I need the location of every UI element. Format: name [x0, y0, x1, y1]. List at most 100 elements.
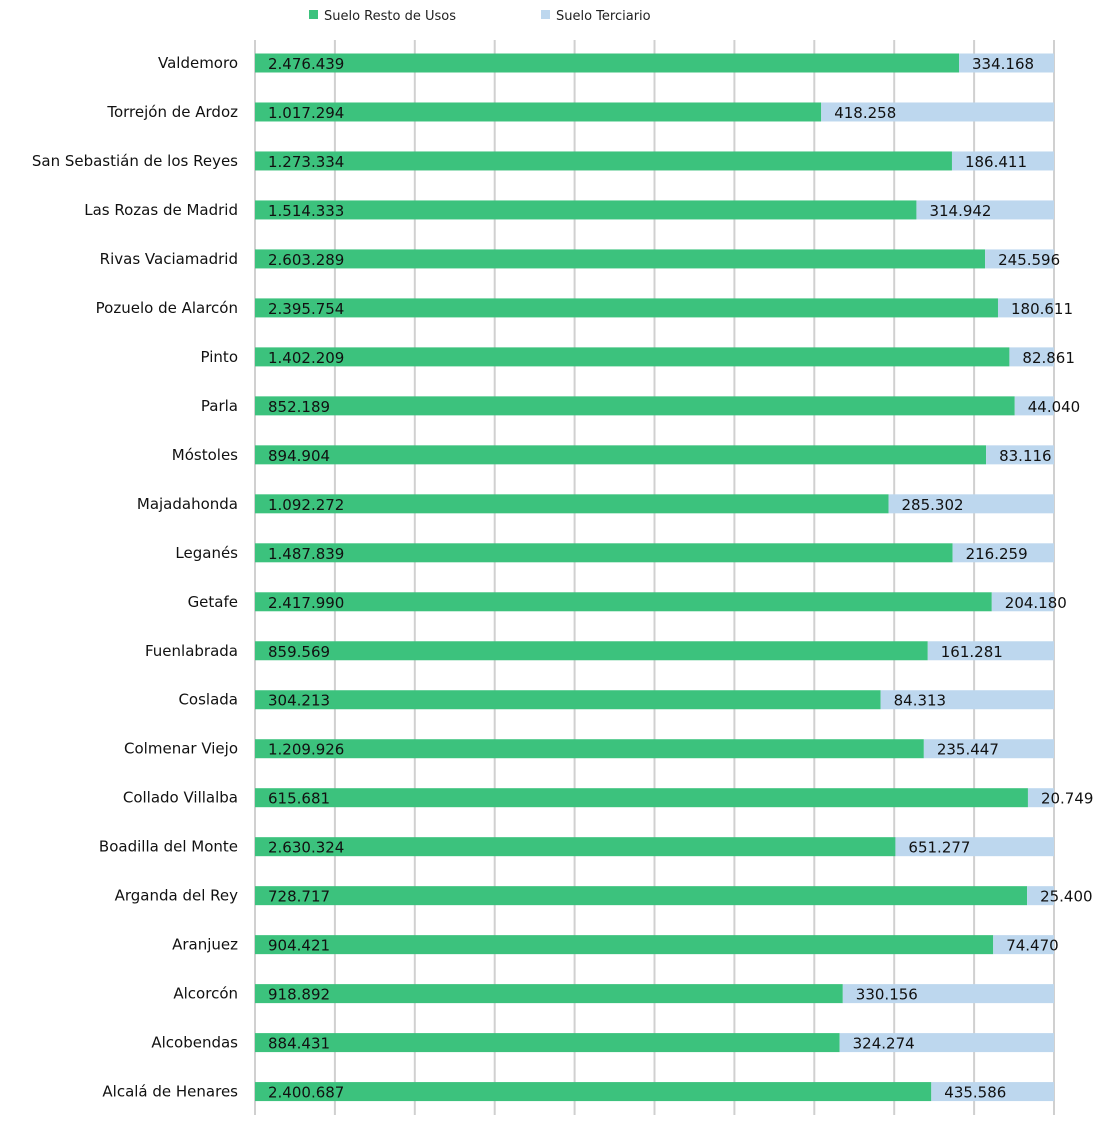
category-label: Rivas Vaciamadrid: [100, 250, 238, 268]
data-label-resto-de-usos: 2.395.754: [268, 300, 344, 318]
data-label-resto-de-usos: 2.400.687: [268, 1084, 344, 1102]
bar-terciario: [880, 690, 1054, 710]
data-label-resto-de-usos: 615.681: [268, 790, 330, 808]
legend-swatch-resto: [309, 10, 318, 19]
bar-terciario: [959, 53, 1054, 73]
data-label-terciario: 74.470: [1006, 937, 1058, 955]
data-label-terciario: 83.116: [999, 447, 1052, 465]
data-label-terciario: 84.313: [894, 692, 947, 710]
legend-swatch-terciario: [541, 10, 550, 19]
data-label-resto-de-usos: 304.213: [268, 692, 330, 710]
data-label-resto-de-usos: 1.092.272: [268, 496, 344, 514]
category-label: Getafe: [188, 593, 238, 611]
bar-terciario: [931, 1082, 1054, 1102]
data-label-resto-de-usos: 2.476.439: [268, 55, 344, 73]
bar-terciario: [927, 641, 1054, 661]
bar-resto-de-usos: [255, 837, 896, 857]
bar-resto-de-usos: [255, 886, 1028, 906]
bar-resto-de-usos: [255, 53, 960, 73]
data-label-terciario: 314.942: [929, 202, 991, 220]
data-label-terciario: 161.281: [941, 643, 1003, 661]
bar-resto-de-usos: [255, 592, 992, 612]
data-label-resto-de-usos: 918.892: [268, 986, 330, 1004]
data-label-resto-de-usos: 1.209.926: [268, 741, 344, 759]
bar-terciario: [821, 102, 1054, 122]
bar-resto-de-usos: [255, 396, 1015, 416]
data-label-terciario: 651.277: [908, 839, 970, 857]
category-label: Coslada: [178, 691, 238, 709]
category-label: Pozuelo de Alarcón: [96, 299, 238, 317]
bar-terciario: [1009, 347, 1054, 367]
labels: Valdemoro 2.476.439 334.168 Torrejón de Ard…: [32, 54, 1094, 1102]
bar-terciario: [923, 739, 1054, 759]
bar-resto-de-usos: [255, 935, 994, 955]
data-label-resto-de-usos: 859.569: [268, 643, 330, 661]
category-label: Alcalá de Henares: [102, 1083, 238, 1101]
bar-resto-de-usos: [255, 690, 881, 710]
category-label: Alcobendas: [151, 1034, 238, 1052]
bar-terciario: [1014, 396, 1054, 416]
data-label-terciario: 20.749: [1041, 790, 1094, 808]
data-label-resto-de-usos: 894.904: [268, 447, 330, 465]
category-label: San Sebastián de los Reyes: [32, 152, 238, 170]
bar-resto-de-usos: [255, 1033, 840, 1053]
bar-resto-de-usos: [255, 543, 953, 563]
bar-terciario: [985, 249, 1054, 269]
data-label-resto-de-usos: 1.273.334: [268, 153, 344, 171]
category-label: Fuenlabrada: [145, 642, 238, 660]
data-label-terciario: 245.596: [998, 251, 1060, 269]
legend-label-resto: Suelo Resto de Usos: [324, 9, 456, 24]
bar-terciario: [895, 837, 1054, 857]
category-label: Valdemoro: [158, 54, 238, 72]
data-label-terciario: 334.168: [972, 55, 1034, 73]
data-label-resto-de-usos: 728.717: [268, 888, 330, 906]
data-label-terciario: 25.400: [1040, 888, 1093, 906]
data-label-terciario: 285.302: [902, 496, 964, 514]
bar-terciario: [952, 543, 1054, 563]
category-label: Arganda del Rey: [115, 887, 239, 905]
bar-terciario: [991, 592, 1054, 612]
bar-terciario: [839, 1033, 1054, 1053]
category-label: Torrejón de Ardoz: [106, 103, 238, 121]
bar-resto-de-usos: [255, 788, 1028, 808]
bar-resto-de-usos: [255, 739, 924, 759]
data-label-resto-de-usos: 2.603.289: [268, 251, 344, 269]
bar-resto-de-usos: [255, 151, 952, 171]
bar-resto-de-usos: [255, 984, 843, 1004]
data-label-resto-de-usos: 904.421: [268, 937, 330, 955]
bars: [255, 53, 1054, 1102]
data-label-resto-de-usos: 1.487.839: [268, 545, 344, 563]
data-label-resto-de-usos: 852.189: [268, 398, 330, 416]
legend-label-terciario: Suelo Terciario: [556, 9, 651, 24]
bar-resto-de-usos: [255, 200, 917, 220]
bar-resto-de-usos: [255, 347, 1010, 367]
category-label: Boadilla del Monte: [99, 838, 238, 856]
bar-resto-de-usos: [255, 102, 822, 122]
data-label-terciario: 330.156: [856, 986, 918, 1004]
category-label: Colmenar Viejo: [124, 740, 238, 758]
bar-resto-de-usos: [255, 298, 998, 318]
bar-resto-de-usos: [255, 641, 928, 661]
data-label-terciario: 216.259: [966, 545, 1028, 563]
bar-resto-de-usos: [255, 494, 889, 514]
data-label-terciario: 44.040: [1028, 398, 1081, 416]
data-label-resto-de-usos: 2.417.990: [268, 594, 344, 612]
category-label: Pinto: [201, 348, 238, 366]
data-label-terciario: 324.274: [853, 1035, 915, 1053]
bar-terciario: [1027, 788, 1054, 808]
bar-terciario: [1027, 886, 1054, 906]
bar-terciario: [986, 445, 1054, 465]
data-label-terciario: 235.447: [937, 741, 999, 759]
bar-terciario: [842, 984, 1054, 1004]
data-label-terciario: 180.611: [1011, 300, 1073, 318]
bar-resto-de-usos: [255, 445, 987, 465]
category-label: Móstoles: [172, 446, 238, 464]
category-label: Alcorcón: [173, 985, 238, 1003]
bar-terciario: [997, 298, 1054, 318]
data-label-resto-de-usos: 1.017.294: [268, 104, 344, 122]
data-label-resto-de-usos: 2.630.324: [268, 839, 344, 857]
bar-terciario: [993, 935, 1054, 955]
category-label: Aranjuez: [172, 936, 238, 954]
data-label-terciario: 186.411: [965, 153, 1027, 171]
